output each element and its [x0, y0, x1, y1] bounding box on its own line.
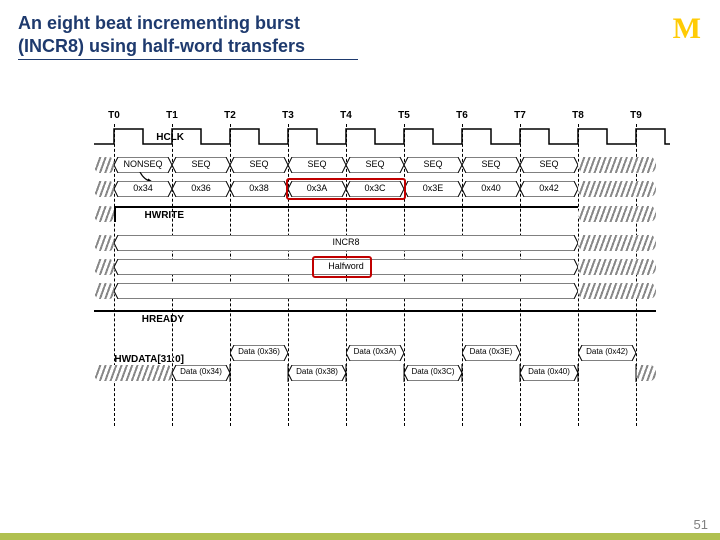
bus-idle: [578, 206, 656, 222]
signal-edge: [114, 206, 116, 222]
bus-idle: [94, 206, 115, 222]
time-t7: T7: [514, 110, 526, 121]
bus-idle: [578, 181, 656, 197]
page-number: 51: [694, 517, 708, 532]
bus-idle: [94, 259, 115, 275]
bus-idle: [578, 259, 656, 275]
timing-diagram: T0 T1 T2 T3 T4 T5 T6 T7 T8 T9 HCLK HTRAN…: [94, 110, 670, 440]
hprot-row: [94, 282, 670, 300]
hclk-waveform: [94, 126, 670, 146]
time-t1: T1: [166, 110, 178, 121]
time-t2: T2: [224, 110, 236, 121]
time-t9: T9: [630, 110, 642, 121]
highlight-size: [312, 256, 372, 278]
bus-seg: SEQ: [520, 157, 578, 173]
time-t0: T0: [108, 110, 120, 121]
time-t8: T8: [572, 110, 584, 121]
highlight-addr: [286, 178, 406, 200]
bus-seg: 0x36: [172, 181, 230, 197]
bus-idle: [94, 181, 115, 197]
bus-seg: SEQ: [404, 157, 462, 173]
bus-idle: [94, 235, 115, 251]
footer-bar: [0, 533, 720, 540]
bus-idle: [578, 157, 656, 173]
hwdata-connectors: [94, 344, 670, 384]
bus-idle: [94, 157, 115, 173]
page-title: An eight beat incrementing burst (INCR8)…: [18, 12, 358, 60]
bus-seg: SEQ: [172, 157, 230, 173]
hburst-row: INCR8: [94, 234, 670, 252]
bus-seg: 0x34: [114, 181, 172, 197]
bus-seg: 0x40: [462, 181, 520, 197]
bus-seg: NONSEQ: [114, 157, 172, 173]
bus-seg: INCR8: [114, 235, 578, 251]
time-t5: T5: [398, 110, 410, 121]
bus-seg: [114, 283, 578, 299]
bus-seg: 0x38: [230, 181, 288, 197]
bus-seg: SEQ: [462, 157, 520, 173]
hsize-row: Halfword: [94, 258, 670, 276]
bus-seg: SEQ: [346, 157, 404, 173]
label-hready: HREADY: [94, 314, 184, 325]
bus-seg: 0x3E: [404, 181, 462, 197]
bus-seg: 0x42: [520, 181, 578, 197]
time-t3: T3: [282, 110, 294, 121]
bus-idle: [578, 235, 656, 251]
bus-seg: SEQ: [230, 157, 288, 173]
time-t4: T4: [340, 110, 352, 121]
hwrite-high: [114, 206, 578, 208]
umich-logo: M: [673, 12, 700, 46]
time-t6: T6: [456, 110, 468, 121]
bus-seg: SEQ: [288, 157, 346, 173]
htrans-row: NONSEQ SEQ SEQ SEQ SEQ SEQ SEQ SEQ: [94, 156, 670, 174]
bus-idle: [578, 283, 656, 299]
hready-high: [94, 310, 656, 312]
bus-idle: [94, 283, 115, 299]
